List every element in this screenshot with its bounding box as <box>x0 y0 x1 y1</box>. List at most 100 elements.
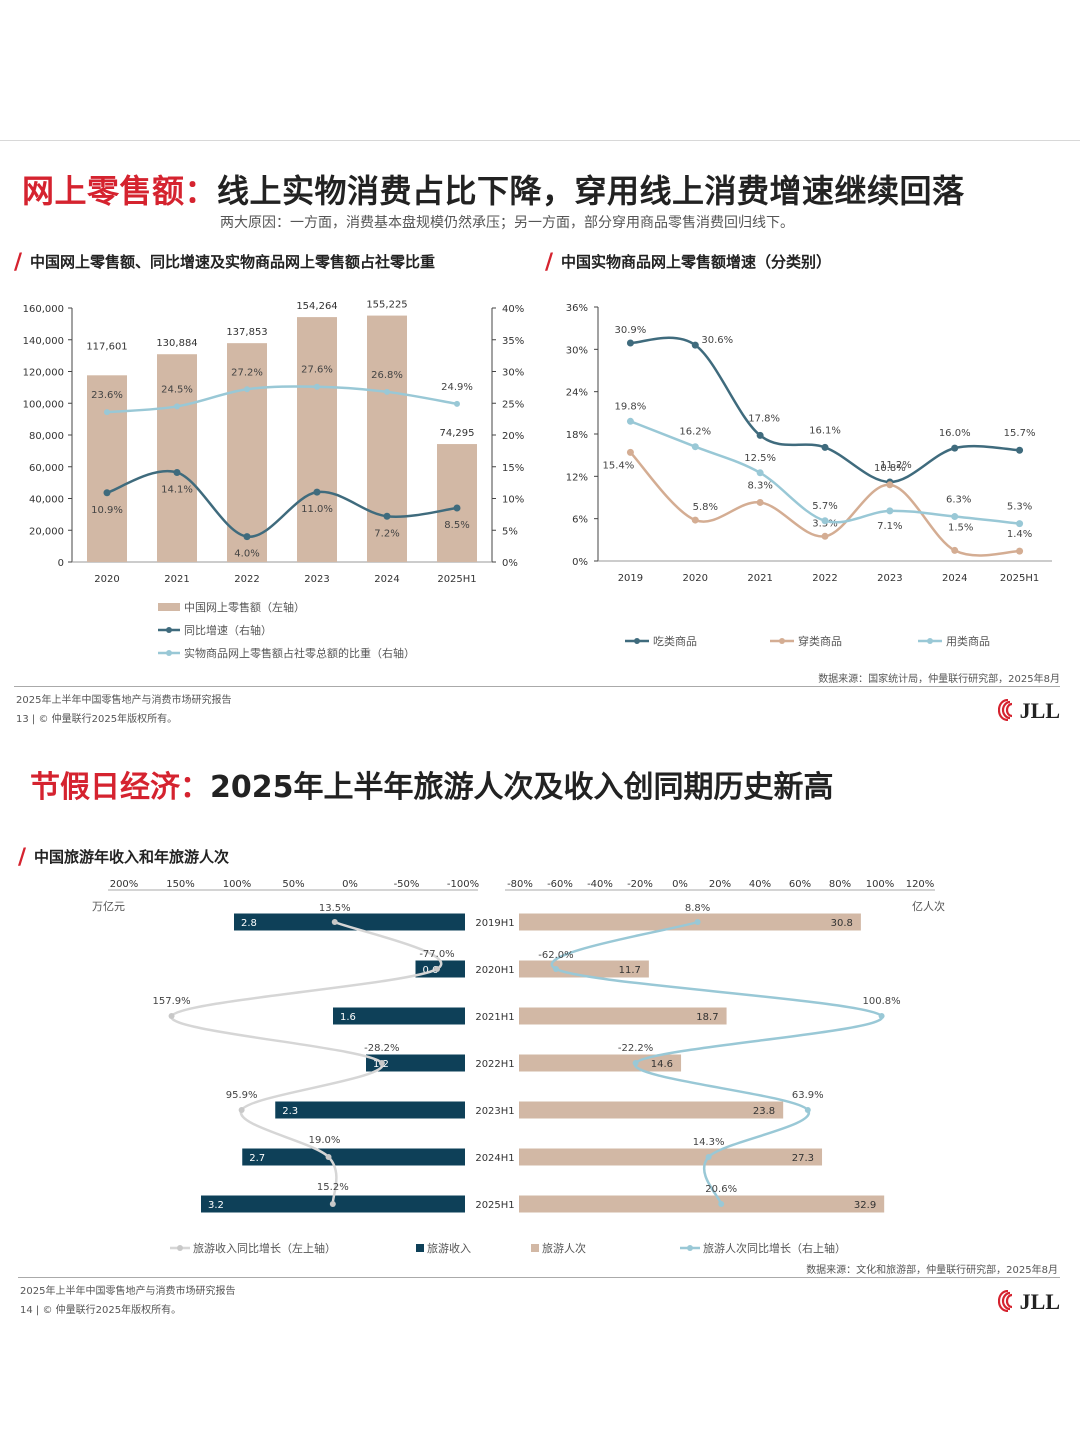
category-growth-chart: 0% 6% 12% 18% 24% 30% 36% 2019 2020 2021 2022 2023 2… <box>566 303 1052 648</box>
food-label: 30.9% <box>615 325 647 336</box>
left-tick-label: 40,000 <box>29 495 64 506</box>
visits-growth-label: 20.6% <box>705 1184 737 1195</box>
right-tick-label: 30% <box>502 368 524 379</box>
legend-label: 穿类商品 <box>798 634 842 648</box>
legend-marker-share <box>166 650 172 656</box>
x-tick-label: 2019 <box>618 573 643 584</box>
page-title-1: 网上零售额：线上实物消费占比下降，穿用线上消费增速继续回落 <box>22 166 965 212</box>
share-point <box>244 386 250 393</box>
growth-label: 7.2% <box>374 528 399 539</box>
growth-point <box>313 488 321 496</box>
clothing-label: 5.8% <box>693 502 718 513</box>
page-title-2: 节假日经济：2025年上半年旅游人次及收入创同期历史新高 <box>30 762 834 806</box>
legend-label: 实物商品网上零售额占社零总额的比重（右轴） <box>184 646 415 660</box>
visits-growth-label: -62.0% <box>538 950 573 961</box>
x-tick-label: 2020 <box>683 573 708 584</box>
retail-bar <box>87 375 127 562</box>
visits-bar-label: 32.9 <box>854 1200 876 1211</box>
legend-label: 旅游收入 <box>427 1241 471 1255</box>
clothing-label: 8.3% <box>747 480 772 491</box>
clothing-point <box>691 516 699 524</box>
visits-bar <box>519 913 861 931</box>
income-growth-point <box>378 1060 385 1066</box>
top-divider <box>0 140 1080 141</box>
jll-logo-2: JLL <box>997 1289 1060 1315</box>
visits-bar-label: 27.3 <box>792 1153 814 1164</box>
right-tick-label: 5% <box>502 526 518 537</box>
visits-bar-label: 23.8 <box>753 1106 775 1117</box>
x-tick-label: 2021 <box>747 573 772 584</box>
jll-logo: JLL <box>997 698 1060 724</box>
chart-title-category-growth: / 中国实物商品网上零售额增速（分类别） <box>545 250 832 275</box>
income-bar <box>234 913 465 931</box>
retail-bar-label: 137,853 <box>226 327 267 338</box>
y-tick-label: 6% <box>572 515 588 526</box>
clothing-point <box>886 481 894 489</box>
footer-divider-2 <box>18 1277 1060 1278</box>
clothing-label: 1.5% <box>948 522 973 533</box>
left-top-tick-label: 200% <box>110 879 139 890</box>
growth-label: 8.5% <box>444 520 469 531</box>
retail-bar-label: 154,264 <box>296 301 337 312</box>
chart-title-online-retail: / 中国网上零售额、同比增速及实物商品网上零售额占社零比重 <box>14 250 436 275</box>
legend-swatch-income <box>416 1244 424 1252</box>
income-bar-label: 2.7 <box>249 1153 265 1164</box>
share-label: 26.8% <box>371 370 403 381</box>
left-top-tick-label: 100% <box>223 879 252 890</box>
category-label: 2022H1 <box>475 1059 514 1070</box>
income-growth-label: 157.9% <box>153 996 191 1007</box>
y-tick-label: 24% <box>566 388 588 399</box>
retail-bar-label: 74,295 <box>440 428 475 439</box>
clothing-point <box>626 448 634 456</box>
logo-text: JLL <box>1019 1289 1060 1314</box>
legend-label: 旅游人次同比增长（右上轴） <box>703 1241 846 1255</box>
visits-bar <box>519 1148 823 1166</box>
jll-logo-icon <box>997 699 1012 721</box>
income-growth-label: 13.5% <box>319 903 351 914</box>
legend-marker-growth <box>166 627 172 633</box>
clothing-label: 10.8% <box>874 463 906 474</box>
right-top-tick-label: 60% <box>789 879 811 890</box>
category-label: 2023H1 <box>475 1106 514 1117</box>
visits-growth-point <box>804 1107 811 1113</box>
income-growth-point <box>325 1154 332 1160</box>
income-bar <box>275 1101 465 1119</box>
growth-label: 14.1% <box>161 484 193 495</box>
goods-point <box>756 469 764 477</box>
goods-label: 16.2% <box>679 427 711 438</box>
growth-label: 4.0% <box>234 549 259 560</box>
left-unit-label: 万亿元 <box>92 900 125 913</box>
visits-bar-label: 18.7 <box>696 1012 718 1023</box>
right-tick-label: 20% <box>502 431 524 442</box>
visits-growth-label: 100.8% <box>863 996 901 1007</box>
growth-point <box>103 489 111 497</box>
source-note-2: 数据来源：文化和旅游部，仲量联行研究部，2025年8月 <box>806 1265 1058 1276</box>
goods-label: 12.5% <box>744 453 776 464</box>
right-top-tick-label: -60% <box>547 879 573 890</box>
food-point <box>691 341 699 349</box>
legend-marker-visits-growth <box>687 1245 693 1251</box>
left-tick-label: 0 <box>58 558 64 569</box>
goods-label: 7.1% <box>877 521 902 532</box>
right-top-tick-label: 40% <box>749 879 771 890</box>
goods-point <box>886 507 894 515</box>
visits-growth-label: 63.9% <box>792 1090 824 1101</box>
right-tick-label: 0% <box>502 558 518 569</box>
x-tick-label: 2022 <box>234 574 259 585</box>
right-tick-label: 10% <box>502 495 524 506</box>
chart-title-text: 中国网上零售额、同比增速及实物商品网上零售额占社零比重 <box>30 253 436 271</box>
goods-label: 19.8% <box>615 401 647 412</box>
income-growth-point <box>331 919 338 925</box>
clothing-point <box>756 498 764 506</box>
clothing-label: 1.4% <box>1007 529 1032 540</box>
right-top-tick-label: 0% <box>672 879 688 890</box>
x-tick-label: 2020 <box>94 574 119 585</box>
legend-label: 吃类商品 <box>653 634 697 648</box>
food-label: 16.0% <box>939 428 971 439</box>
food-point <box>951 444 959 452</box>
share-point <box>104 409 110 416</box>
food-point <box>756 431 764 439</box>
share-point <box>454 400 460 407</box>
visits-growth-point <box>705 1154 712 1160</box>
category-label: 2024H1 <box>475 1153 514 1164</box>
